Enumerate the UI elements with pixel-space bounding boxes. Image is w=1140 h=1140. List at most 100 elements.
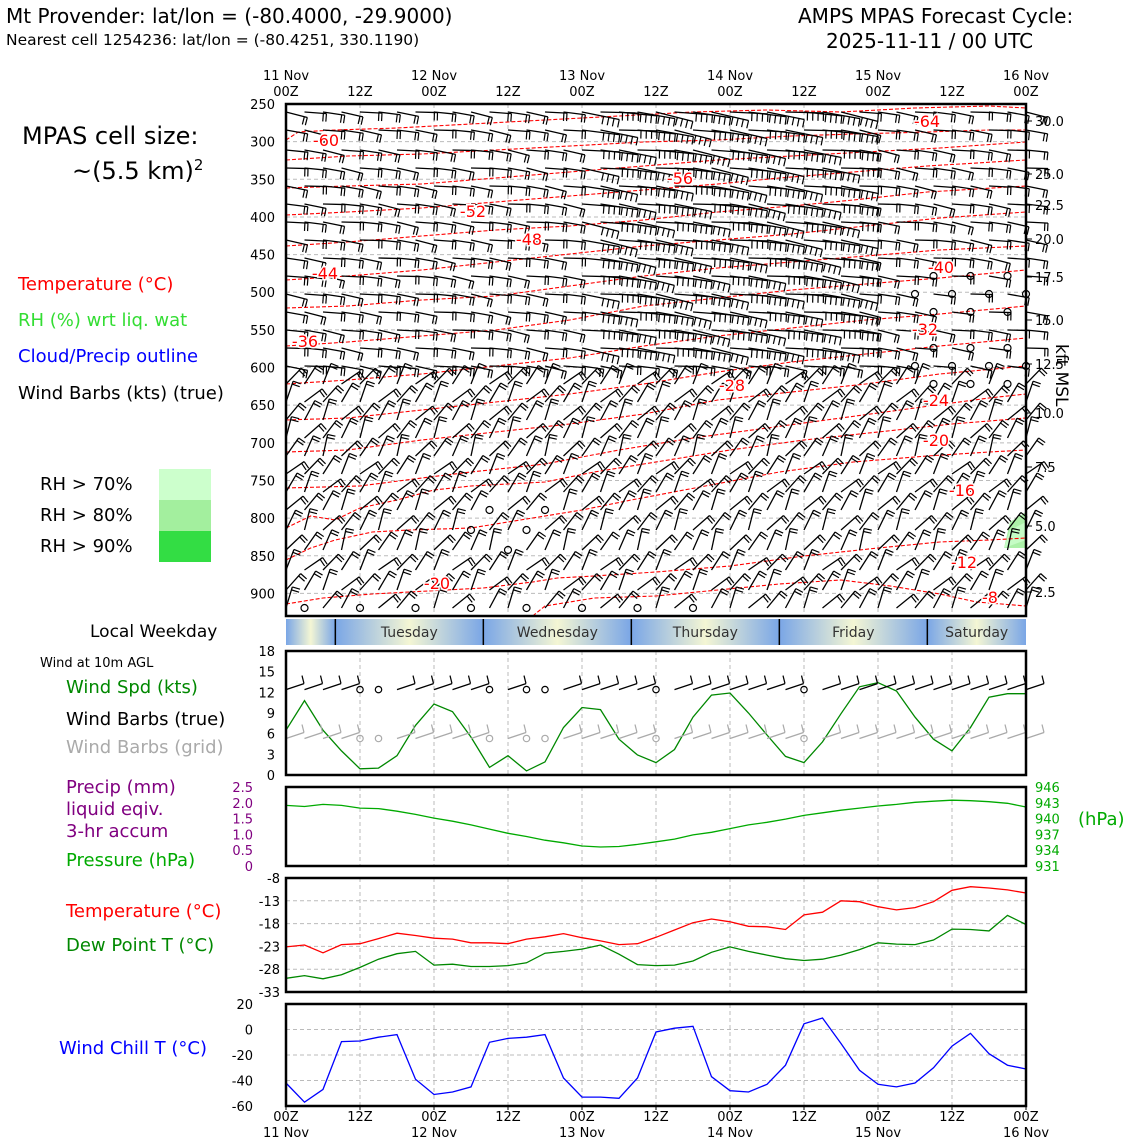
wind-barb-flag xyxy=(741,191,745,200)
wind-barb-flag xyxy=(979,435,987,440)
wind-barb-flag xyxy=(324,224,327,233)
wind-barb-flag xyxy=(612,531,621,538)
weekday-label: Saturday xyxy=(945,625,1008,641)
wind-barb-flag xyxy=(639,241,642,250)
wind-barb-flag xyxy=(961,509,970,515)
wind-barb-flag xyxy=(612,190,615,199)
wind-barb-flag xyxy=(728,354,732,363)
wind-barb-flag xyxy=(728,117,732,126)
wind-barb-flag xyxy=(787,205,790,214)
wind-barb-flag xyxy=(641,530,650,534)
wind-barb-flag xyxy=(795,553,803,559)
wind-barb-flag xyxy=(687,459,694,467)
wind-barb-10m xyxy=(600,731,619,740)
wind-barb-flag xyxy=(405,529,414,534)
wind-barb-flag xyxy=(1006,241,1009,250)
wind-barb-flag xyxy=(852,299,856,308)
wind-barb-flag xyxy=(650,512,658,518)
wind-barb-flag xyxy=(338,334,342,343)
wind-barb-flag xyxy=(966,497,973,505)
wind-barb xyxy=(415,329,438,334)
wind-barb-flag xyxy=(730,244,734,253)
wind-barb-flag xyxy=(744,367,752,375)
wind-barb-flag xyxy=(390,494,398,501)
wind-barb-flag xyxy=(464,531,473,538)
wind-barb-10m-flag xyxy=(893,675,897,684)
wind-barb-flag xyxy=(935,278,938,287)
wind-barb-flag xyxy=(559,385,567,392)
wind-barb-flag xyxy=(909,459,916,467)
wind-barb xyxy=(618,490,630,511)
wind-barb-flag xyxy=(802,405,809,413)
wind-speed-tick-label: 15 xyxy=(258,666,275,681)
wind-barb-flag xyxy=(892,367,900,375)
wind-barb-flag xyxy=(433,371,439,379)
wind-barb-flag xyxy=(686,262,689,271)
wind-barb xyxy=(341,311,364,316)
wind-barb-flag xyxy=(636,334,639,343)
wind-barb-flag xyxy=(787,260,790,269)
wind-barb-flag xyxy=(953,296,956,305)
top-date-label: 12 Nov xyxy=(411,69,457,84)
wind-barb-flag xyxy=(506,224,509,233)
wind-barb-flag xyxy=(713,188,716,197)
wind-barb-flag xyxy=(667,174,671,183)
wind-barb-flag xyxy=(846,227,850,237)
pressure-tick-label: 250 xyxy=(250,98,275,113)
wind-barb-flag xyxy=(498,590,506,596)
wind-barb-flag xyxy=(469,242,472,251)
wind-barb-flag xyxy=(357,116,361,125)
calm-circle xyxy=(929,307,938,317)
wind-barb-flag xyxy=(894,114,898,123)
wind-barb-flag xyxy=(490,370,494,379)
wind-barb-flag xyxy=(700,350,703,359)
wind-barb xyxy=(840,257,879,265)
wind-barb-flag xyxy=(310,473,319,478)
wind-barb xyxy=(692,149,730,161)
wind-barb-flag xyxy=(357,243,361,252)
wind-barb-flag xyxy=(639,170,642,179)
wind-barb-flag xyxy=(357,172,361,181)
wind-barb-flag xyxy=(526,335,530,344)
station-title: Mt Provender: lat/lon = (-80.4000, -29.9… xyxy=(6,4,453,28)
wind-barb-flag xyxy=(469,297,472,306)
wind-barb xyxy=(285,149,308,153)
wind-barb-flag xyxy=(869,553,877,559)
wind-barb-flag xyxy=(853,189,856,199)
wind-barb xyxy=(581,461,601,475)
wind-barb xyxy=(877,549,887,571)
wind-barb-flag xyxy=(944,514,952,521)
wind-barb-flag xyxy=(342,297,346,306)
wind-barb xyxy=(563,371,583,385)
wind-barb-flag xyxy=(681,332,684,341)
wind-barb-flag xyxy=(671,462,677,471)
temperature-series-line xyxy=(285,886,1027,954)
wind-barb-flag xyxy=(806,223,809,232)
wind-barb-flag xyxy=(380,278,383,287)
wind-barb-flag xyxy=(932,169,935,178)
wind-barb-flag xyxy=(488,206,491,215)
wind-barb xyxy=(673,492,690,511)
wind-barb-flag xyxy=(596,497,603,505)
wind-barb-flag xyxy=(535,573,544,579)
wind-barb xyxy=(507,549,517,571)
wind-barb-flag xyxy=(892,497,899,505)
wind-barb-flag xyxy=(496,455,505,460)
wind-barb-flag xyxy=(1035,509,1044,515)
wind-barb-flag xyxy=(630,263,634,272)
wind-barb-flag xyxy=(735,117,739,127)
wind-barb-flag xyxy=(462,400,471,405)
wind-barb-flag xyxy=(793,452,802,457)
wind-barb-flag xyxy=(802,246,806,255)
wind-barb xyxy=(859,111,882,115)
wind-barb-flag xyxy=(930,190,934,199)
wind-barb xyxy=(1025,203,1048,208)
wind-barb xyxy=(784,512,800,531)
wind-barb-flag xyxy=(847,568,856,573)
wind-barb xyxy=(674,257,712,268)
wind-barb-flag xyxy=(578,372,585,381)
wind-barb-flag xyxy=(700,532,709,537)
wind-barb-10m-flag xyxy=(301,724,305,733)
wind-barb-flag xyxy=(710,171,713,180)
wind-barb-flag xyxy=(301,462,307,471)
